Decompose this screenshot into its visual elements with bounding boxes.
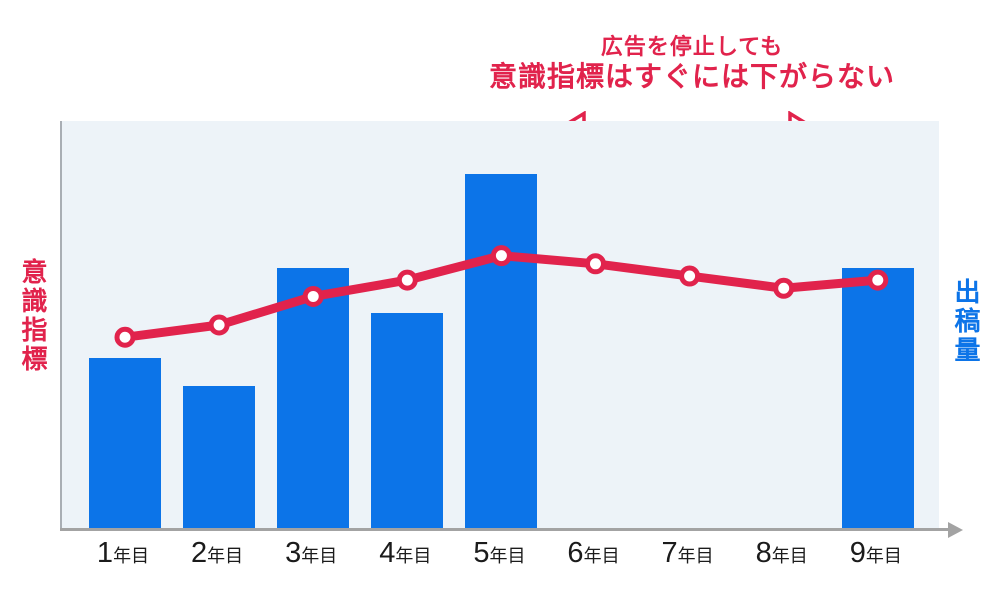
x-axis-label-number: 6 [567,537,584,569]
x-axis-label-suffix: 年目 [395,546,432,566]
x-axis-label-suffix: 年目 [583,546,620,566]
annotation-line2: 意識指標はすぐには下がらない [488,61,895,92]
line-marker [396,269,418,291]
x-axis-label-number: 3 [285,537,302,569]
bar [89,357,161,529]
x-axis-label-suffix: 年目 [865,546,902,566]
bar [183,386,256,529]
x-axis-label: 6年目 [567,537,619,570]
x-axis-label-suffix: 年目 [207,546,244,566]
line-path [120,251,883,342]
x-axis-label-number: 8 [755,537,772,569]
x-axis-label-suffix: 年目 [489,546,526,566]
x-axis-label-suffix: 年目 [771,546,808,566]
x-axis-label-suffix: 年目 [113,546,150,566]
bar [277,267,350,529]
annotation: 広告を停止しても 意識指標はすぐには下がらない [442,33,942,94]
line-marker [585,253,606,275]
annotation-line1: 広告を停止しても [600,34,784,59]
line-marker [867,269,889,291]
x-axis-label: 5年目 [473,537,525,570]
bar [841,267,914,529]
x-axis [60,528,950,531]
x-axis-label-suffix: 年目 [301,546,338,566]
x-axis-label-suffix: 年目 [677,546,714,566]
x-axis-label: 8年目 [756,537,808,570]
x-axis-label-number: 4 [379,537,396,569]
line-marker [679,265,701,287]
x-axis-label: 1年目 [97,537,149,570]
x-axis-labels: 1年目 2年目 3年目 4年目 5年目 6年目 7年目 8年目 9年目 [0,537,1000,577]
x-axis-label-number: 7 [661,537,678,569]
line-marker [208,314,230,336]
x-axis-label: 4年目 [379,537,431,570]
line-marker [302,285,324,307]
plot-area [60,121,939,529]
x-axis-label: 2年目 [191,537,243,570]
left-axis-title: 意識指標 [18,258,48,374]
bar [371,312,444,529]
bar [465,174,538,529]
x-axis-label-number: 5 [473,537,490,569]
line-marker [490,245,512,267]
right-axis-title: 出稿量 [951,278,981,365]
x-axis-label-number: 9 [849,537,866,569]
line-series [114,245,889,348]
x-axis-arrowhead-icon [948,521,963,538]
x-axis-label: 7年目 [662,537,714,570]
line-marker [773,277,795,299]
x-axis-label: 3年目 [285,537,337,570]
x-axis-label: 9年目 [850,537,902,570]
line-marker [114,326,136,348]
x-axis-label-number: 1 [96,537,114,569]
x-axis-label-number: 2 [191,537,208,569]
